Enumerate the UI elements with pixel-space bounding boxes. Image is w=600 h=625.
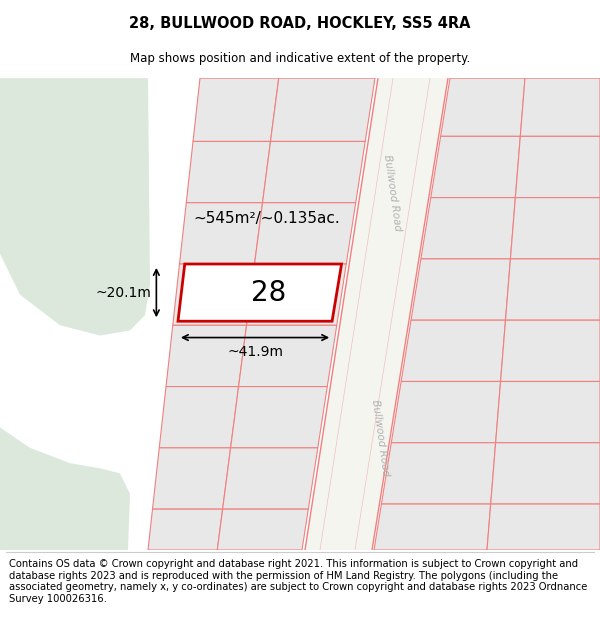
- Text: 28: 28: [251, 279, 287, 307]
- Polygon shape: [496, 381, 600, 442]
- Text: Map shows position and indicative extent of the property.: Map shows position and indicative extent…: [130, 52, 470, 65]
- Polygon shape: [421, 198, 515, 259]
- Polygon shape: [271, 78, 375, 141]
- Polygon shape: [0, 428, 130, 550]
- Polygon shape: [148, 509, 223, 550]
- Polygon shape: [159, 387, 239, 448]
- Polygon shape: [173, 264, 254, 325]
- Polygon shape: [217, 509, 308, 550]
- Text: Bullwood Road: Bullwood Road: [382, 154, 403, 231]
- Text: ~545m²/~0.135ac.: ~545m²/~0.135ac.: [193, 211, 340, 226]
- Polygon shape: [178, 264, 341, 321]
- Polygon shape: [239, 325, 337, 387]
- Polygon shape: [440, 78, 525, 136]
- Text: 28, BULLWOOD ROAD, HOCKLEY, SS5 4RA: 28, BULLWOOD ROAD, HOCKLEY, SS5 4RA: [129, 16, 471, 31]
- Polygon shape: [305, 78, 448, 550]
- Polygon shape: [179, 202, 263, 264]
- Polygon shape: [500, 320, 600, 381]
- Polygon shape: [431, 136, 520, 198]
- Text: Contains OS data © Crown copyright and database right 2021. This information is : Contains OS data © Crown copyright and d…: [9, 559, 587, 604]
- Polygon shape: [506, 259, 600, 320]
- Polygon shape: [186, 141, 271, 202]
- Polygon shape: [515, 136, 600, 198]
- Polygon shape: [401, 320, 506, 381]
- Polygon shape: [263, 141, 365, 202]
- Polygon shape: [223, 448, 318, 509]
- Polygon shape: [491, 442, 600, 504]
- Polygon shape: [166, 325, 247, 387]
- Text: ~41.9m: ~41.9m: [227, 345, 283, 359]
- Polygon shape: [411, 259, 511, 320]
- Polygon shape: [230, 387, 327, 448]
- Polygon shape: [0, 78, 600, 550]
- Polygon shape: [374, 504, 491, 550]
- Text: Bullwood Road: Bullwood Road: [370, 399, 391, 477]
- Polygon shape: [520, 78, 600, 136]
- Polygon shape: [152, 448, 230, 509]
- Polygon shape: [382, 442, 496, 504]
- Polygon shape: [247, 264, 346, 325]
- Polygon shape: [391, 381, 500, 442]
- Text: ~20.1m: ~20.1m: [95, 286, 151, 299]
- Polygon shape: [511, 198, 600, 259]
- Polygon shape: [254, 202, 356, 264]
- Polygon shape: [487, 504, 600, 550]
- Polygon shape: [0, 78, 150, 336]
- Polygon shape: [193, 78, 279, 141]
